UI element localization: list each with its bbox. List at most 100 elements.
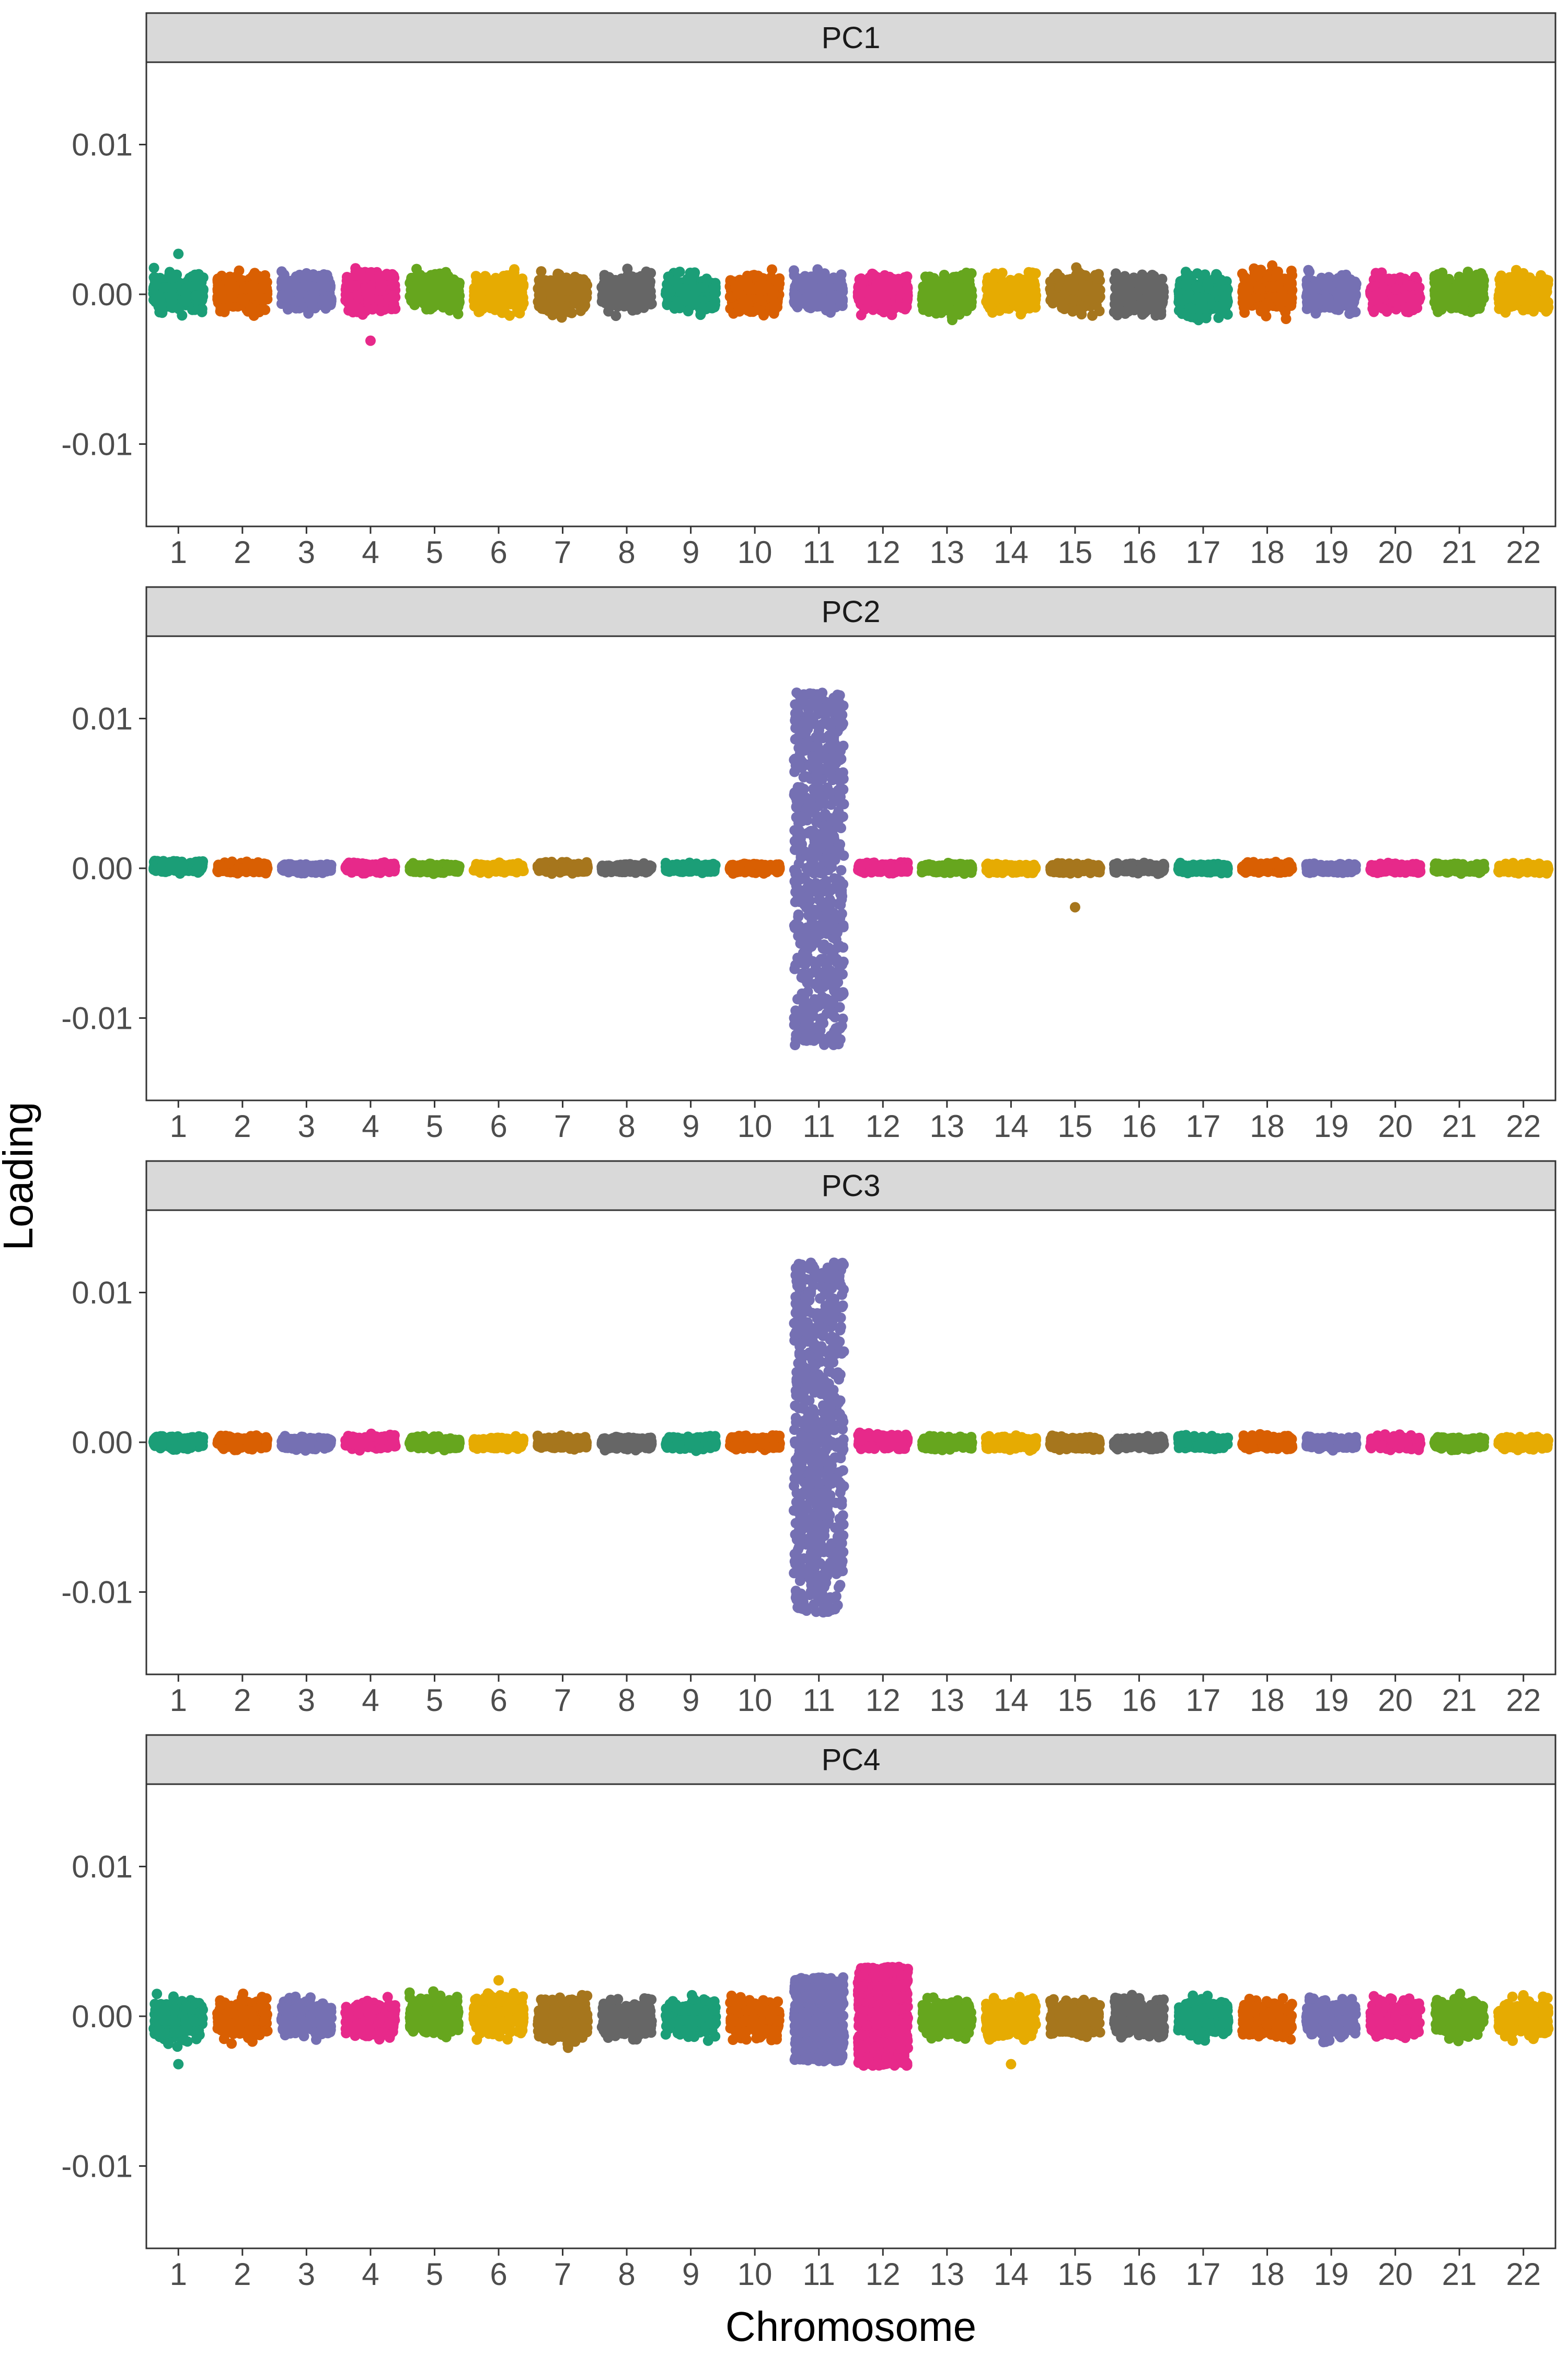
data-point <box>227 292 238 303</box>
data-point <box>256 304 267 315</box>
data-point <box>1200 269 1210 280</box>
data-point <box>1323 293 1334 304</box>
data-point <box>292 296 303 307</box>
data-point <box>487 290 498 301</box>
data-point <box>504 295 515 306</box>
data-point <box>1286 293 1297 304</box>
data-point <box>1260 299 1271 310</box>
data-point <box>695 309 706 320</box>
data-point <box>1116 296 1127 307</box>
data-point <box>1177 308 1187 319</box>
data-point <box>502 270 512 281</box>
data-point <box>1073 305 1083 316</box>
data-point <box>768 285 779 296</box>
data-point <box>282 304 293 315</box>
data-point <box>160 282 171 293</box>
data-point <box>177 285 188 296</box>
data-point <box>767 264 777 275</box>
data-point <box>157 307 168 318</box>
data-point <box>276 266 287 277</box>
data-point <box>1255 284 1266 295</box>
data-point <box>216 291 227 302</box>
data-point <box>309 289 320 300</box>
data-point <box>1310 308 1321 319</box>
data-point <box>406 291 416 302</box>
data-point <box>148 262 159 273</box>
data-point <box>1093 283 1104 294</box>
data-point <box>197 306 207 317</box>
data-point <box>476 280 487 291</box>
data-point <box>902 293 913 304</box>
data-point <box>624 270 635 281</box>
data-point <box>790 290 800 301</box>
chromosome-12-points <box>852 268 913 320</box>
data-point <box>1191 281 1202 292</box>
data-point <box>951 271 962 282</box>
data-point <box>1271 270 1282 281</box>
data-point <box>683 306 694 317</box>
data-point <box>885 279 896 290</box>
data-point <box>1068 284 1079 295</box>
points-group <box>148 248 1554 346</box>
data-point <box>407 281 418 292</box>
data-point <box>544 276 555 286</box>
data-point <box>245 303 256 314</box>
data-point <box>148 284 159 295</box>
data-point <box>1156 295 1167 306</box>
data-point <box>453 308 464 319</box>
data-point <box>262 294 273 305</box>
data-point <box>1087 310 1098 321</box>
data-point <box>896 302 907 313</box>
data-point <box>950 305 961 316</box>
data-point <box>1238 281 1249 292</box>
data-point <box>940 290 951 301</box>
data-point <box>1074 269 1085 280</box>
data-point <box>680 289 691 300</box>
data-point <box>1312 297 1323 308</box>
data-point <box>358 309 368 320</box>
data-point <box>1144 284 1155 295</box>
data-point <box>566 307 577 318</box>
data-point <box>1120 271 1131 282</box>
data-point <box>1336 281 1347 292</box>
data-point <box>598 285 609 296</box>
data-point <box>1110 273 1121 284</box>
data-point <box>1216 274 1226 285</box>
data-point <box>1201 313 1212 324</box>
data-point <box>667 276 678 287</box>
data-point <box>313 272 324 283</box>
data-point <box>820 279 831 290</box>
data-point <box>874 278 885 289</box>
data-point <box>1156 309 1167 320</box>
data-point <box>919 302 930 313</box>
data-point <box>547 309 558 320</box>
data-point <box>1243 296 1254 307</box>
data-point <box>752 284 763 295</box>
chromosome-3-points <box>276 266 337 319</box>
data-point <box>958 283 969 294</box>
data-point <box>166 301 177 312</box>
data-point <box>756 295 767 306</box>
data-point <box>536 266 547 277</box>
data-point <box>698 282 709 293</box>
data-point <box>1125 302 1136 313</box>
data-point <box>610 311 621 321</box>
data-point <box>470 290 481 301</box>
data-point <box>1143 275 1154 286</box>
data-point <box>633 281 644 292</box>
data-point <box>388 279 399 290</box>
data-point <box>1340 295 1351 306</box>
data-point <box>1009 275 1020 286</box>
data-point <box>1016 291 1027 302</box>
data-point <box>191 290 202 301</box>
chromosome-2-points <box>212 265 273 321</box>
data-point <box>864 291 875 302</box>
data-point <box>989 282 1000 293</box>
chromosome-11-points <box>789 264 848 318</box>
data-point <box>732 286 743 297</box>
data-point <box>991 293 1002 304</box>
data-point <box>436 299 447 310</box>
chromosome-20-points <box>1365 267 1425 317</box>
